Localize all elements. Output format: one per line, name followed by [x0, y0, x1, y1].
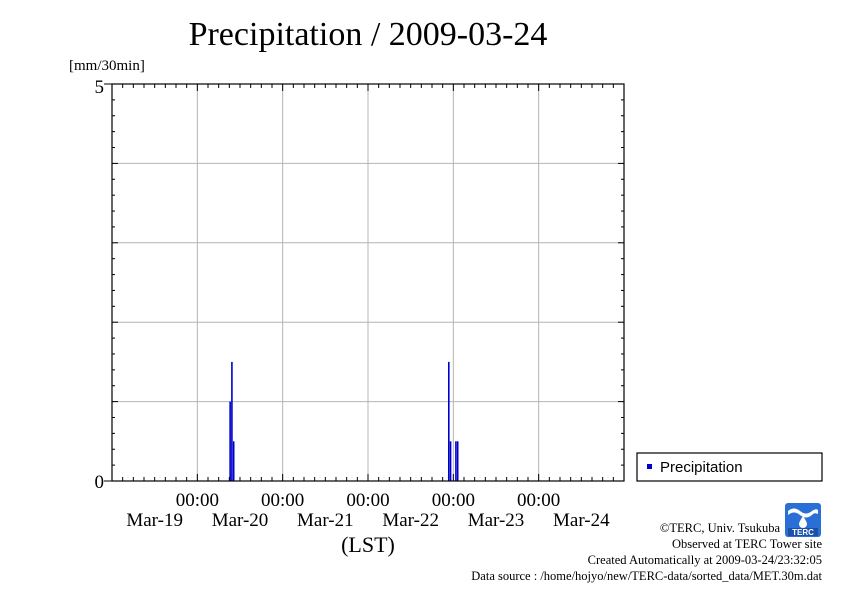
axis-ticks — [104, 83, 625, 482]
credits-block: ©TERC, Univ. Tsukuba Observed at TERC To… — [471, 520, 822, 584]
x-tick-date-label: Mar-23 — [468, 510, 525, 531]
precipitation-bar — [448, 361, 450, 481]
legend-box — [636, 452, 823, 482]
chart-title: Precipitation / 2009-03-24 — [189, 16, 548, 53]
y-axis-unit-label: [mm/30min] — [69, 58, 145, 74]
legend: Precipitation — [636, 452, 823, 482]
credit-source: Data source : /home/hojyo/new/TERC-data/… — [471, 569, 822, 583]
x-tick-time-label: 00:00 — [346, 490, 389, 511]
credit-copyright: ©TERC, Univ. Tsukuba — [659, 521, 780, 535]
x-tick-date-label: Mar-24 — [553, 510, 610, 531]
bar-series-precipitation — [229, 361, 459, 481]
x-tick-time-label: 00:00 — [432, 490, 475, 511]
x-tick-time-label: 00:00 — [261, 490, 304, 511]
precipitation-bar — [232, 441, 235, 481]
x-axis-label: (LST) — [341, 532, 395, 557]
legend-swatch — [647, 464, 652, 469]
x-tick-date-label: Mar-20 — [212, 510, 269, 531]
y-tick-zero: 0 — [95, 472, 105, 493]
y-tick-max: 5 — [95, 77, 105, 98]
credit-observed: Observed at TERC Tower site — [671, 537, 822, 551]
terc-logo: TERC — [785, 503, 821, 537]
precipitation-bar — [455, 441, 457, 481]
x-tick-date-label: Mar-19 — [126, 510, 183, 531]
x-tick-time-label: 00:00 — [176, 490, 219, 511]
precipitation-bar — [449, 441, 452, 481]
credit-created: Created Automatically at 2009-03-24/23:3… — [587, 553, 822, 567]
x-tick-time-label: 00:00 — [517, 490, 560, 511]
x-tick-date-label: Mar-21 — [297, 510, 354, 531]
precipitation-bar — [231, 361, 233, 481]
precipitation-bar — [456, 441, 459, 481]
logo-text: TERC — [792, 528, 814, 537]
precipitation-bar — [229, 401, 231, 481]
grid-lines — [112, 84, 624, 481]
legend-label: Precipitation — [660, 459, 743, 476]
x-tick-date-label: Mar-22 — [382, 510, 439, 531]
